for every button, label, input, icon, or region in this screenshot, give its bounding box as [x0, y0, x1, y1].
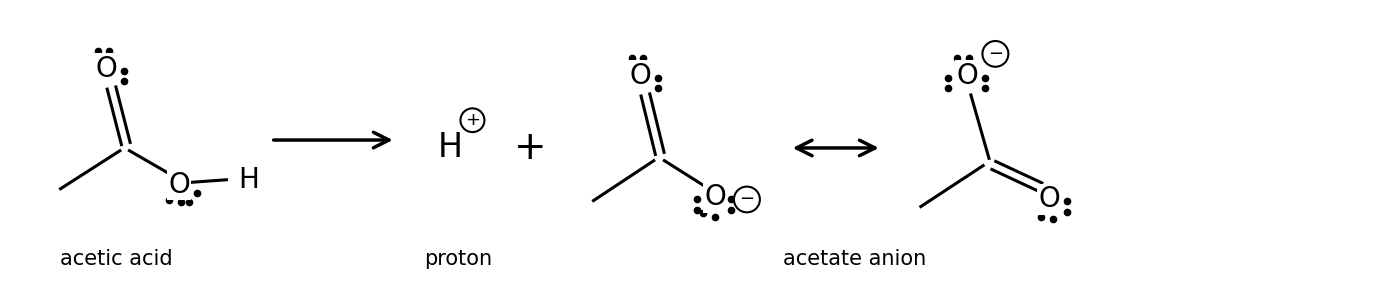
Circle shape — [982, 41, 1009, 67]
Text: O: O — [704, 183, 725, 211]
Text: acetate anion: acetate anion — [783, 249, 926, 269]
Text: H: H — [239, 166, 259, 194]
Text: O: O — [95, 55, 117, 83]
Text: O: O — [1038, 185, 1060, 213]
Circle shape — [460, 108, 484, 132]
Text: O: O — [957, 62, 978, 90]
Text: proton: proton — [424, 249, 492, 269]
Text: O: O — [629, 62, 651, 90]
Circle shape — [734, 187, 760, 212]
Text: O: O — [169, 170, 190, 199]
Text: −: − — [988, 45, 1003, 63]
Text: H: H — [438, 131, 463, 164]
Text: +: + — [513, 129, 547, 167]
Text: −: − — [739, 190, 755, 209]
Text: +: + — [465, 111, 480, 129]
Text: acetic acid: acetic acid — [60, 249, 173, 269]
